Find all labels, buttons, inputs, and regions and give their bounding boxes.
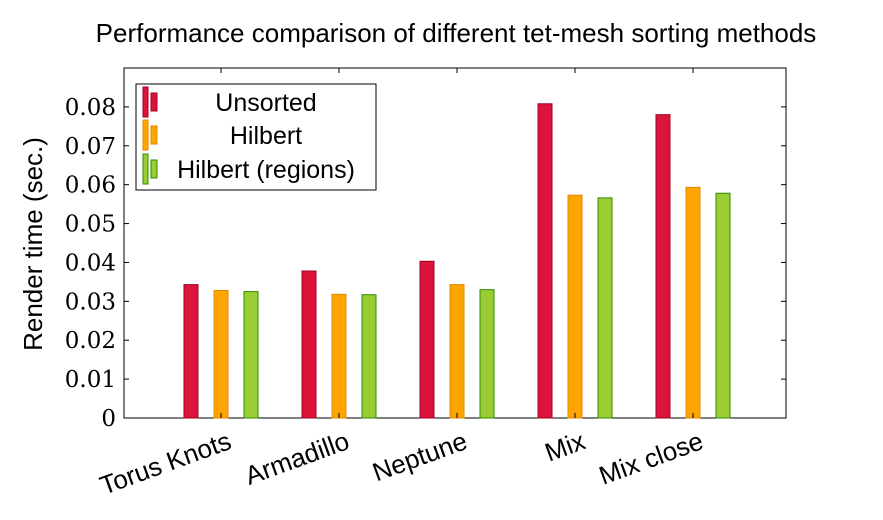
bar-unsorted-torus-knots	[183, 284, 199, 419]
plot-area: 0 0.01 0.02 0.03 0.04 0.05 0.06 0.07 0.08 Torus K…	[65, 67, 787, 501]
bar-hilbert-regions-armadillo	[361, 294, 377, 419]
bar-hilbert-mix-close	[685, 186, 701, 419]
legend-label: Hilbert	[230, 122, 302, 150]
y-tick-label: 0.08	[65, 95, 116, 121]
bar-hilbert-torus-knots	[213, 289, 229, 419]
legend-label: Hilbert (regions)	[177, 156, 355, 184]
x-tick-label: Torus Knots	[96, 425, 235, 500]
bar-unsorted-neptune	[419, 260, 435, 419]
bar-hilbert-neptune	[449, 284, 465, 419]
x-tick-label: Mix close	[595, 425, 707, 490]
bar-unsorted-mix-close	[655, 114, 671, 419]
y-tick-label: 0.01	[65, 367, 116, 393]
bar-unsorted-armadillo	[301, 270, 317, 419]
legend-box	[135, 83, 377, 191]
legend-swatch	[142, 153, 149, 185]
x-tick-label: Mix	[541, 425, 589, 467]
chart-title: Performance comparison of different tet-…	[96, 18, 817, 48]
legend-label: Unsorted	[215, 89, 316, 117]
legend-swatch	[142, 119, 149, 151]
y-tick-label: 0.06	[65, 173, 116, 199]
bar-hilbert-regions-torus-knots	[243, 291, 259, 419]
y-tick-label: 0.02	[65, 328, 116, 354]
x-tick-label: Armadillo	[241, 425, 353, 490]
bar-unsorted-mix	[537, 103, 553, 419]
y-tick-label: 0.03	[65, 289, 116, 315]
bar-hilbert-armadillo	[331, 293, 347, 419]
legend: Unsorted Hilbert Hilbert (regions)	[135, 83, 377, 191]
legend-swatch	[150, 159, 158, 179]
y-tick-label: 0	[101, 406, 116, 432]
bar-hilbert-regions-mix-close	[715, 192, 731, 419]
bar-hilbert-regions-neptune	[479, 289, 495, 419]
y-tick-label: 0.04	[65, 250, 116, 276]
y-axis-label: Render time (sec.)	[18, 137, 48, 351]
legend-swatch	[142, 86, 149, 118]
bar-hilbert-mix	[567, 194, 583, 419]
y-tick-label: 0.05	[65, 212, 116, 238]
y-tick-label: 0.07	[65, 134, 116, 160]
bar-hilbert-regions-mix	[597, 197, 613, 419]
x-tick-label: Neptune	[368, 425, 471, 487]
legend-swatch	[150, 125, 158, 145]
legend-swatch	[150, 92, 158, 112]
